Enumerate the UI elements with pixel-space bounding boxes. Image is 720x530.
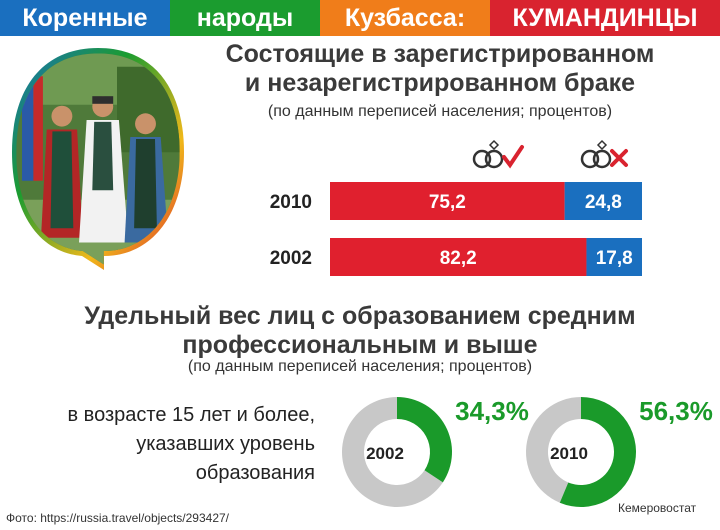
donut-year-label: 2002: [366, 444, 404, 463]
donut-rest-2002: [342, 397, 443, 507]
publisher-label: Кемеровостат: [618, 501, 697, 515]
bar-2002-registered: [330, 238, 587, 276]
rings-check-icon: [472, 139, 524, 169]
education-title-line1: Удельный вес лиц с образованием средним: [84, 302, 636, 330]
bar-2010-registered: [330, 182, 565, 220]
banner-segment-1: Коренные: [0, 0, 170, 36]
education-note: в возрасте 15 лет и более, указавших уро…: [15, 401, 316, 488]
banner-segment-3: Кузбасса:: [320, 0, 490, 36]
bar-value-label: 82,2: [440, 248, 477, 269]
education-subtitle: (по данным переписей населения; проценто…: [187, 358, 533, 375]
banner-segment-2: народы: [170, 0, 320, 36]
bar-2002-unregistered: [586, 238, 642, 276]
education-note-line1: в возрасте 15 лет и более,: [67, 404, 316, 426]
photo-frame: [8, 42, 188, 272]
bar-value-label: 24,8: [585, 192, 622, 213]
bar-2010-unregistered: [564, 182, 642, 220]
photo-source: Фото: https://russia.travel/objects/2934…: [6, 511, 230, 525]
donut-value-label: 56,3%: [639, 396, 713, 426]
header-banner: Коренные народы Кузбасса: КУМАНДИНЦЫ: [0, 0, 720, 36]
rings-cross-icon: [580, 139, 628, 169]
marriage-subtitle: (по данным переписей населения; проценто…: [267, 103, 613, 120]
donut-year-label: 2010: [550, 444, 588, 463]
people-photo: [12, 48, 184, 270]
banner-segment-4: КУМАНДИНЦЫ: [490, 0, 720, 36]
bar-value-label: 75,2: [429, 192, 466, 213]
donut-value-label: 34,3%: [455, 396, 529, 426]
year-label-2010: 2010: [270, 192, 312, 213]
donut-slice-2002: [397, 397, 452, 483]
bar-value-label: 17,8: [596, 248, 633, 269]
marriage-title: Состоящие в зарегистрированном и незарег…: [170, 40, 710, 98]
donut-slice-2010: [559, 397, 636, 507]
education-title-line2: профессиональным и выше: [182, 331, 538, 359]
donut-rest-2010: [526, 397, 581, 503]
education-note-line2: указавших уровень: [136, 433, 315, 455]
marriage-title-line2: и незарегистрированном браке: [244, 69, 636, 97]
marriage-title-line1: Состоящие в зарегистрированном: [225, 40, 655, 68]
education-title: Удельный вес лиц с образованием средним …: [0, 302, 720, 360]
year-label-2002: 2002: [270, 248, 312, 269]
education-note-line3: образования: [195, 462, 315, 484]
marriage-bar-chart: 2010 75,2 24,8 2002 82,2 17,8: [270, 139, 642, 276]
education-donut-charts: 2002 34,3% 2010 56,3%: [342, 396, 713, 507]
